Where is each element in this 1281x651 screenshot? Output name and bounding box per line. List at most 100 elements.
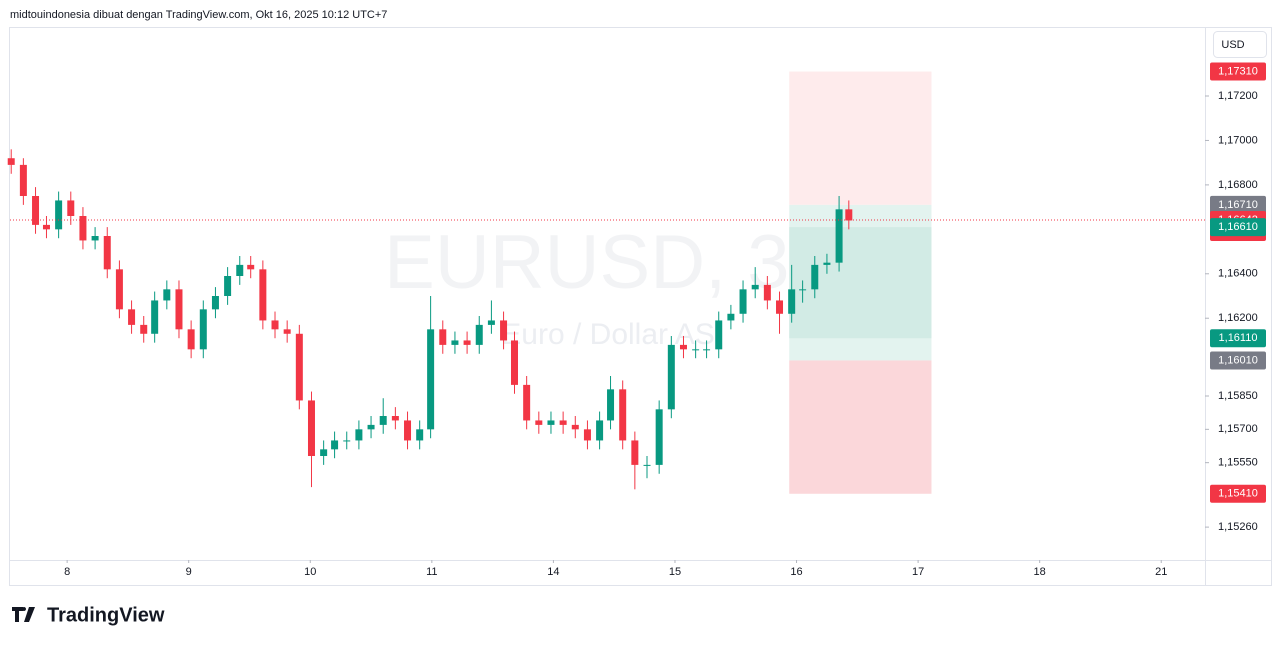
candle-body xyxy=(655,409,663,465)
candle-body xyxy=(823,262,831,265)
candle-body xyxy=(763,284,771,301)
candle-body xyxy=(283,329,291,334)
candle-body xyxy=(511,340,519,385)
watermark-sub: Euro / Dollar AS xyxy=(501,318,714,351)
candle-body xyxy=(32,196,40,225)
candle-body xyxy=(739,289,747,314)
candle-body xyxy=(55,200,63,230)
y-tick-label: 1,17000 xyxy=(1218,134,1258,146)
candle-body xyxy=(835,209,843,263)
candle-body xyxy=(379,416,387,425)
candle-body xyxy=(115,269,123,310)
position-zone xyxy=(789,227,932,339)
x-tick-label: 11 xyxy=(426,566,437,578)
price-label-badge xyxy=(1210,218,1266,237)
y-tick-label: 1,16400 xyxy=(1218,268,1258,280)
price-label-badge xyxy=(1210,351,1266,370)
candle-body xyxy=(535,420,543,425)
candle-body xyxy=(439,329,447,345)
candle-body xyxy=(91,236,99,241)
candle-body xyxy=(751,284,759,290)
candle-body xyxy=(692,349,700,351)
candle-body xyxy=(799,289,807,291)
price-label: 1,15410 xyxy=(1218,488,1258,500)
candle-body xyxy=(487,320,495,325)
currency[interactable]: USD xyxy=(1221,39,1244,51)
x-tick-label: 17 xyxy=(912,566,924,578)
candle-body xyxy=(619,389,627,441)
candle-body xyxy=(128,309,136,325)
candle-body xyxy=(559,420,567,425)
y-tick-label: 1,15260 xyxy=(1218,521,1258,533)
y-tick-label: 1,15700 xyxy=(1218,423,1258,435)
candle-body xyxy=(788,289,796,314)
candle-body xyxy=(667,344,675,410)
candle-body xyxy=(211,296,219,310)
candle-body xyxy=(140,324,148,334)
price-label: 1,16610 xyxy=(1218,221,1258,233)
x-tick-label: 16 xyxy=(790,566,802,578)
x-tick-label: 18 xyxy=(1034,566,1046,578)
position-zone xyxy=(789,71,932,205)
candle-body xyxy=(224,276,232,296)
price-label: 1,17310 xyxy=(1218,65,1258,77)
candle-body xyxy=(427,329,435,430)
brand-logo xyxy=(12,607,35,622)
candle-body xyxy=(607,389,615,421)
candle-body xyxy=(67,200,75,216)
candle-body xyxy=(79,216,87,241)
watermark: EURUSD, 30 xyxy=(384,220,832,305)
candle-body xyxy=(596,420,604,441)
x-tick-label: 10 xyxy=(304,566,316,578)
x-tick-label: 14 xyxy=(547,566,559,578)
candle-body xyxy=(163,289,171,301)
x-tick-label: 8 xyxy=(64,566,70,578)
price-label: 1,16710 xyxy=(1218,199,1258,211)
candle-body xyxy=(715,320,723,350)
candle-body xyxy=(151,300,159,334)
candle-body xyxy=(295,333,303,401)
x-tick-label: 15 xyxy=(669,566,681,578)
candle-body xyxy=(475,324,483,345)
candle-body xyxy=(776,300,784,314)
price-label: 1,16110 xyxy=(1219,332,1258,344)
x-tick-label: 9 xyxy=(186,566,192,578)
candle-body xyxy=(391,416,399,421)
price-label-badge xyxy=(1210,62,1266,81)
price-label-badge xyxy=(1210,484,1266,503)
candle-body xyxy=(175,289,183,330)
candle-body xyxy=(331,440,339,450)
price-label: 1,16010 xyxy=(1218,354,1258,366)
y-tick-label: 1,15850 xyxy=(1218,390,1258,402)
y-tick-label: 1,16800 xyxy=(1218,179,1258,191)
candle-body xyxy=(259,269,267,321)
candle-body xyxy=(42,224,50,230)
candle-body xyxy=(451,340,459,345)
candle-body xyxy=(463,340,471,345)
y-tick-label: 1,17200 xyxy=(1218,90,1258,102)
candle-body xyxy=(845,209,853,221)
candle-body xyxy=(247,264,255,270)
candle-body xyxy=(547,420,555,425)
candle-body xyxy=(271,320,279,330)
candle-body xyxy=(355,429,363,441)
candle-body xyxy=(19,164,27,196)
candle-body xyxy=(631,440,639,465)
price-label-badge xyxy=(1210,329,1266,348)
position-zone xyxy=(789,360,932,494)
candle-body xyxy=(236,264,244,276)
plot-area xyxy=(7,71,1205,494)
candle-body xyxy=(343,440,351,442)
header: midtouindonesia dibuat dengan TradingVie… xyxy=(10,9,387,21)
candle-body xyxy=(320,449,328,456)
currency-button[interactable] xyxy=(1213,31,1267,58)
candle-body xyxy=(811,264,819,290)
candle-body xyxy=(187,329,195,350)
candle-body xyxy=(703,349,711,351)
candle-body xyxy=(199,309,207,350)
candle-body xyxy=(679,344,687,350)
candle-body xyxy=(523,384,531,421)
candle-body xyxy=(404,420,412,441)
candle-body xyxy=(307,400,315,456)
